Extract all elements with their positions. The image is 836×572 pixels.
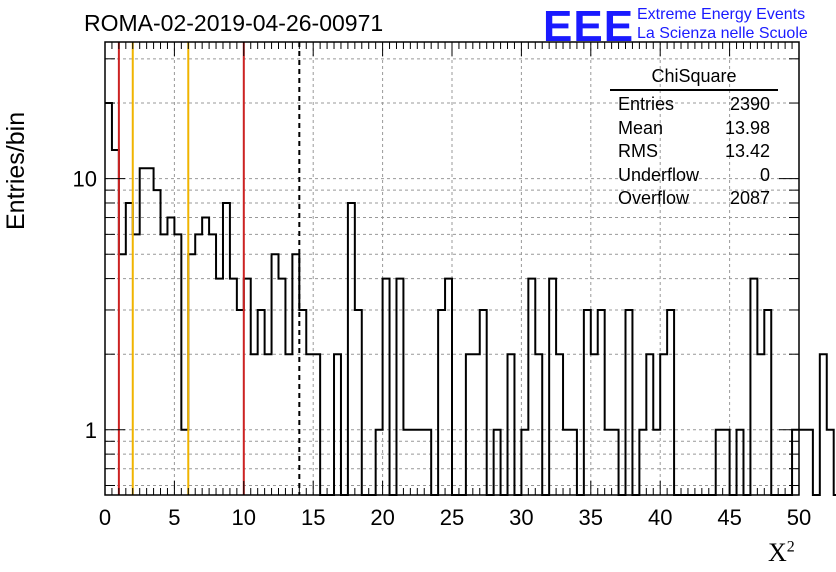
x-axis-label-text: X2 — [768, 538, 795, 567]
x-tick-label: 40 — [648, 505, 672, 530]
stats-row-underflow: Underflow 0 — [610, 164, 778, 188]
stats-row-overflow: Overflow 2087 — [610, 187, 778, 211]
stats-title: ChiSquare — [610, 66, 778, 91]
y-tick-label: 1 — [85, 418, 97, 443]
stats-label: Mean — [618, 117, 664, 138]
run-title: ROMA-02-2019-04-26-00971 — [84, 10, 384, 36]
logo-line-1: Extreme Energy Events — [637, 6, 806, 23]
stats-value: 2390 — [729, 94, 770, 114]
x-tick-label: 35 — [579, 505, 603, 530]
stats-value: 0 — [759, 164, 770, 185]
stats-value: 13.42 — [724, 141, 770, 161]
x-tick-label: 10 — [232, 505, 256, 530]
eee-logo: EEE — [543, 2, 635, 51]
stats-row-mean: Mean 13.98 — [610, 117, 778, 141]
x-tick-label: 0 — [99, 505, 111, 530]
y-axis-label: Entries/bin — [2, 111, 30, 230]
stats-value: 13.98 — [724, 117, 770, 138]
stats-box: ChiSquare Entries 2390 Mean 13.98 RMS 13… — [610, 66, 778, 211]
stats-value: 2087 — [729, 188, 770, 208]
x-tick-label: 50 — [787, 505, 811, 530]
x-tick-label: 15 — [301, 505, 325, 530]
stats-label: Overflow — [618, 188, 690, 208]
x-tick-label: 25 — [440, 505, 464, 530]
x-axis-label: X2 — [768, 538, 795, 568]
x-tick-label: 5 — [168, 505, 180, 530]
stats-label: Underflow — [618, 164, 700, 185]
stats-row-rms: RMS 13.42 — [610, 140, 778, 164]
logo-line-2: La Scienza nelle Scuole — [637, 25, 808, 42]
y-tick-label: 10 — [73, 167, 97, 192]
x-tick-label: 20 — [370, 505, 394, 530]
stats-label: Entries — [618, 94, 675, 114]
stats-row-entries: Entries 2390 — [610, 93, 778, 117]
stats-label: RMS — [618, 141, 658, 161]
histogram-series — [105, 102, 836, 496]
x-tick-label: 45 — [717, 505, 741, 530]
x-tick-label: 30 — [509, 505, 533, 530]
